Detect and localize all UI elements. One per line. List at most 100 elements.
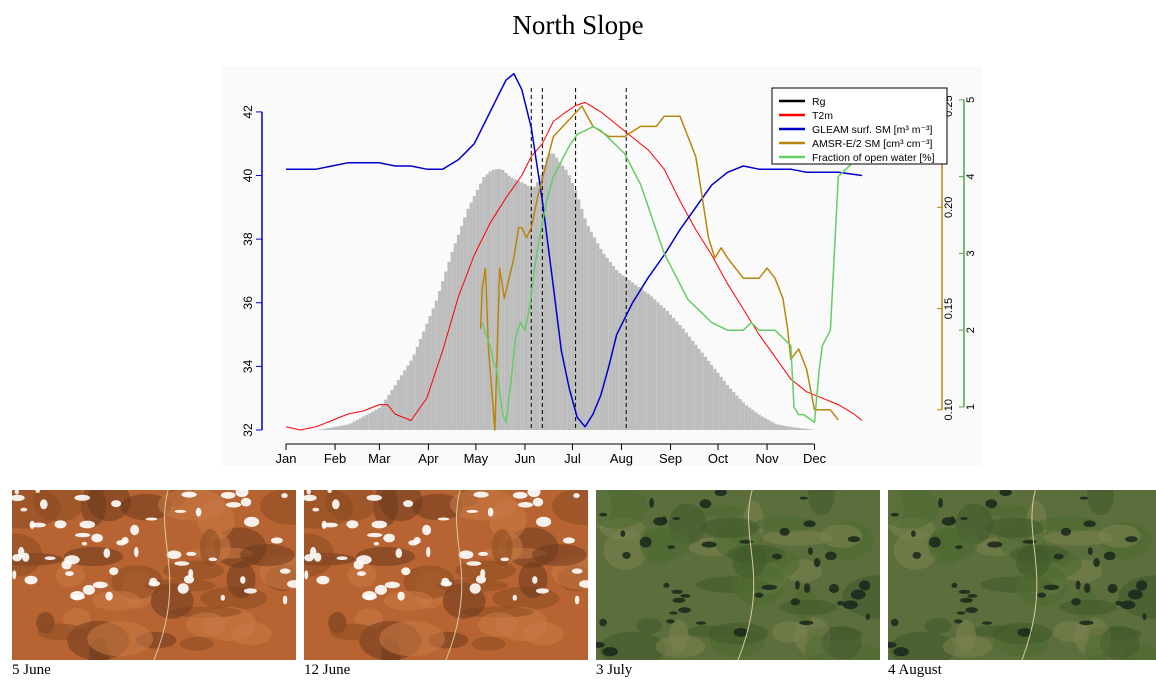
rg-bar — [634, 284, 638, 430]
series-line — [285, 101, 863, 431]
right-2-tick-label: 3 — [965, 250, 977, 256]
rg-bar — [523, 183, 527, 430]
snow-patch — [74, 494, 91, 501]
rg-bar — [659, 305, 663, 430]
rg-bar — [555, 157, 559, 431]
terrain-patch — [668, 619, 689, 652]
snow-patch — [54, 520, 67, 529]
terrain-patch — [33, 490, 86, 522]
lake — [929, 536, 941, 548]
terrain-patch — [924, 618, 952, 634]
terrain-patch — [157, 490, 226, 521]
snow-patch — [306, 490, 311, 495]
lake — [596, 641, 605, 648]
lake — [1093, 557, 1100, 568]
snow-patch — [70, 591, 85, 601]
terrain-patch — [1043, 530, 1114, 546]
terrain-patch — [491, 528, 513, 567]
lake — [1060, 527, 1072, 536]
snow-patch — [478, 551, 489, 556]
rg-bar — [646, 293, 650, 430]
rg-bar — [380, 404, 385, 430]
terrain-patch — [596, 490, 648, 529]
rg-bar — [324, 428, 328, 430]
rg-bar — [624, 277, 628, 430]
series-line — [479, 105, 839, 431]
rg-bar — [725, 384, 730, 430]
snow-patch — [573, 493, 580, 499]
lake — [672, 517, 681, 521]
rg-bar — [741, 402, 745, 430]
rg-bar — [662, 307, 666, 430]
lake — [912, 551, 921, 559]
rg-bar — [450, 251, 454, 430]
right-1-tick-label: 0.15 — [943, 298, 955, 319]
snow-patch — [116, 540, 127, 546]
river — [1021, 490, 1038, 660]
rg-bar — [374, 409, 378, 430]
rg-bar — [472, 196, 476, 430]
rg-bar — [469, 202, 473, 430]
lake — [649, 497, 654, 508]
rg-bar — [716, 372, 720, 430]
rg-bar — [441, 281, 445, 430]
rg-bar — [431, 308, 435, 430]
snow-patch — [426, 546, 431, 558]
snow-patch — [279, 568, 291, 574]
rg-bar — [779, 425, 783, 430]
snow-patch — [408, 540, 419, 546]
terrain-patch — [403, 565, 455, 599]
rg-bar — [349, 423, 353, 430]
caption-5-june: 5 June — [12, 662, 51, 678]
snow-patch — [532, 576, 538, 584]
right-1-tick-label: 0.20 — [943, 197, 955, 218]
rg-bar — [377, 407, 381, 430]
rg-bar — [479, 183, 483, 430]
rg-bar — [694, 344, 698, 430]
lake — [825, 551, 837, 561]
lake — [813, 557, 821, 568]
snow-patch — [356, 555, 372, 565]
lake — [733, 628, 749, 637]
snow-patch — [336, 556, 348, 560]
legend-label: GLEAM surf. SM [m³ m⁻³] — [812, 124, 933, 136]
rg-bar — [798, 428, 802, 430]
rg-bar — [801, 428, 806, 430]
right-2-tick-label: 2 — [965, 327, 977, 333]
rg-bar — [589, 231, 593, 430]
lake — [739, 539, 754, 544]
snow-patch — [512, 491, 528, 499]
lake — [1022, 539, 1037, 544]
terrain-patch — [956, 619, 976, 652]
snow-patch — [111, 500, 122, 508]
terrain-patch — [754, 516, 817, 532]
rg-bar — [434, 300, 438, 430]
snow-patch — [441, 577, 450, 585]
terrain-patch — [639, 528, 690, 559]
snow-patch — [512, 594, 517, 601]
rg-bar — [399, 375, 404, 430]
lake — [987, 541, 1003, 548]
rg-bar — [352, 421, 356, 430]
rg-bar — [532, 186, 537, 430]
lake — [1017, 628, 1032, 637]
snow-patch — [574, 595, 580, 605]
rg-bar — [333, 426, 337, 430]
snow-patch — [20, 507, 28, 512]
river — [737, 490, 755, 660]
terrain-patch — [230, 622, 272, 646]
rg-bar — [539, 175, 543, 430]
lake — [1083, 520, 1096, 527]
snow-patch — [109, 567, 119, 576]
lake — [639, 536, 652, 548]
lake — [761, 584, 777, 590]
rg-bar — [732, 392, 736, 430]
snow-patch — [225, 502, 242, 508]
rg-bar — [596, 243, 600, 430]
lake — [955, 545, 963, 549]
snow-patch — [357, 571, 366, 576]
lake — [620, 530, 626, 537]
snow-patch — [22, 552, 30, 562]
x-tick-label: Dec — [803, 451, 827, 466]
terrain-patch — [1099, 625, 1140, 660]
